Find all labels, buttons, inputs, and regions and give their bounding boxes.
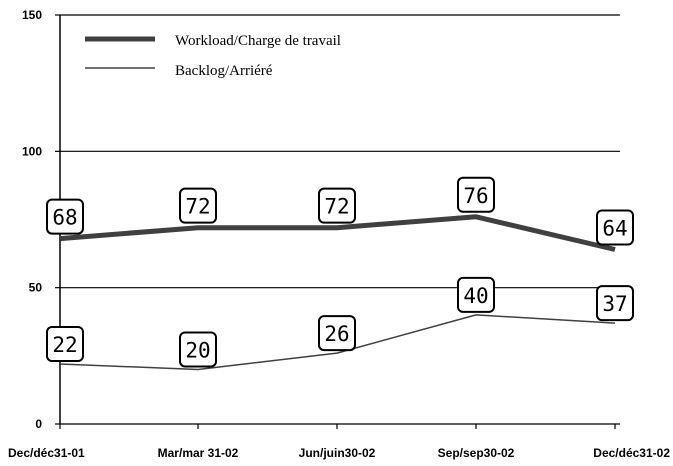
data-label-text: 72 — [324, 195, 349, 219]
data-label: 68 — [46, 198, 84, 235]
data-label-text: 64 — [602, 216, 627, 240]
data-label-text: 37 — [602, 292, 627, 316]
data-label-text: 22 — [52, 333, 77, 357]
x-tick-label: Sep/sep30-02 — [438, 446, 515, 460]
y-tick-label: 150 — [22, 8, 42, 22]
data-label-box — [596, 285, 634, 322]
series-lines — [59, 214, 616, 371]
y-axis-tick-labels: 0 50 100 150 — [22, 8, 42, 431]
data-label-text: 68 — [52, 206, 77, 230]
data-label-text: 40 — [463, 284, 488, 308]
data-label-box — [179, 187, 217, 224]
data-label: 37 — [596, 285, 634, 322]
legend-label-backlog: Backlog/Arriéré — [175, 63, 273, 79]
data-label-box — [457, 176, 495, 213]
data-label-box — [46, 326, 84, 363]
data-labels: 68 72 72 76 64 22 20 26 40 37 — [46, 176, 634, 368]
data-label-box — [596, 209, 634, 246]
data-label-text: 20 — [185, 338, 210, 362]
x-tick-label: Jun/juin30-02 — [299, 446, 376, 460]
x-tick-label: Dec/déc31-01 — [8, 446, 85, 460]
legend-label-workload: Workload/Charge de travail — [175, 33, 341, 49]
data-label: 22 — [46, 326, 84, 363]
series-line-1 — [59, 314, 616, 371]
series-line-0 — [59, 214, 616, 252]
y-tick-label: 100 — [22, 144, 42, 158]
data-label-box — [46, 198, 84, 235]
data-label-text: 26 — [324, 322, 349, 346]
data-label-box — [179, 331, 217, 368]
data-label-box — [457, 276, 495, 313]
x-axis-ticks — [59, 424, 616, 429]
x-axis-tick-labels: Dec/déc31-01 Mar/mar 31-02 Jun/juin30-02 Se… — [8, 446, 670, 460]
y-tick-label: 0 — [35, 417, 42, 431]
data-label: 72 — [318, 187, 356, 224]
x-tick-label: Dec/déc31-02 — [593, 446, 670, 460]
y-tick-label: 50 — [29, 281, 43, 295]
data-label-box — [318, 315, 356, 352]
x-tick-label: Mar/mar 31-02 — [158, 446, 239, 460]
data-label: 64 — [596, 209, 634, 246]
data-label-text: 76 — [463, 184, 488, 208]
data-label: 72 — [179, 187, 217, 224]
data-label-text: 72 — [185, 195, 210, 219]
data-label: 40 — [457, 276, 495, 313]
data-label: 20 — [179, 331, 217, 368]
data-label: 76 — [457, 176, 495, 213]
grid-lines — [55, 14, 620, 425]
legend: Workload/Charge de travail Backlog/Arrié… — [85, 33, 341, 79]
data-label-box — [318, 187, 356, 224]
data-label: 26 — [318, 315, 356, 352]
